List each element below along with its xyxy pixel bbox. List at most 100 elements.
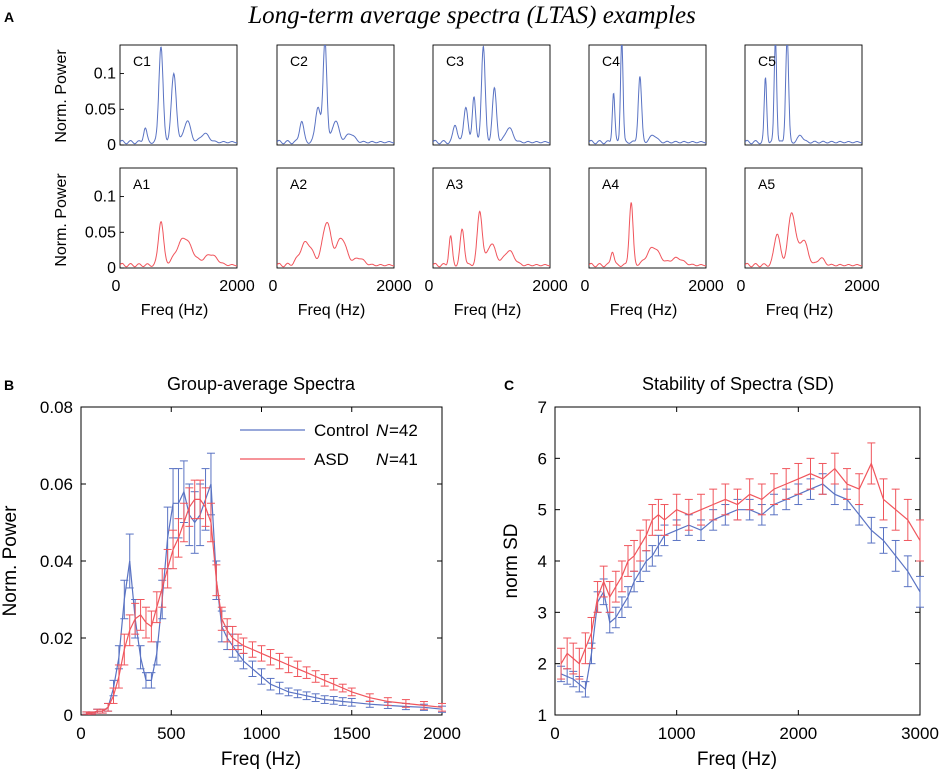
control-mini-panel-c2: C2 bbox=[276, 44, 395, 146]
mini-panel-frame bbox=[119, 167, 238, 269]
control-mini-panel-c3: C3 bbox=[432, 44, 551, 146]
mini-panel-label: A5 bbox=[758, 176, 775, 192]
mini-panel-frame bbox=[432, 167, 551, 269]
x-tick-label: 0 bbox=[112, 278, 121, 295]
panel-c-xlabel: Freq (Hz) bbox=[697, 749, 777, 770]
c-x-tick-label: 3000 bbox=[901, 724, 939, 743]
panel-b-legend: Control N =42 ASD N =41 bbox=[240, 421, 418, 469]
x-tick-label: 0 bbox=[737, 278, 746, 295]
asd-mini-panel-a4: A4 0 2000 Freq (Hz) bbox=[581, 167, 724, 319]
legend-control-n-label: N bbox=[376, 421, 389, 440]
mini-panel-label: C2 bbox=[290, 53, 308, 69]
y-tick-label: 0.05 bbox=[85, 101, 116, 118]
panel-b-group-average: Group-average Spectra 0 500 1000 1500 2000 0 0… bbox=[0, 374, 461, 770]
mini-panel-label: A2 bbox=[290, 176, 307, 192]
b-x-tick-label: 1500 bbox=[333, 724, 371, 743]
c-y-tick-label: 3 bbox=[538, 603, 547, 622]
c-series-line bbox=[560, 461, 921, 665]
b-y-tick-label: 0.02 bbox=[40, 629, 73, 648]
mini-panel-xlabel: Freq (Hz) bbox=[141, 302, 209, 319]
panel-a-top-ylabel: Norm. Power bbox=[53, 49, 70, 143]
c-x-tick-label: 1000 bbox=[658, 724, 696, 743]
c-y-tick-label: 4 bbox=[538, 552, 547, 571]
x-tick-label: 0 bbox=[581, 278, 590, 295]
panel-b-ylabel: Norm. Power bbox=[0, 505, 21, 617]
c-series-control bbox=[557, 473, 924, 698]
b-x-tick-label: 0 bbox=[76, 724, 85, 743]
y-tick-label: 0.05 bbox=[85, 224, 116, 241]
panel-a-bottom-ylabel: Norm. Power bbox=[53, 173, 70, 267]
c-y-tick-label: 1 bbox=[538, 706, 547, 725]
control-spectrum-line bbox=[589, 45, 706, 145]
asd-mini-panel-a3: A3 0 2000 Freq (Hz) bbox=[425, 167, 568, 319]
x-tick-label: 2000 bbox=[688, 278, 724, 295]
legend-asd-n-label: N bbox=[376, 450, 389, 469]
panel-letter-b: B bbox=[4, 377, 14, 393]
legend-control-label: Control bbox=[314, 421, 369, 440]
y-tick-label: 0.1 bbox=[94, 66, 116, 83]
control-spectrum-line bbox=[433, 45, 550, 145]
control-mini-panel-c1: C1 0 0.05 0.1 bbox=[85, 44, 238, 154]
asd-spectrum-line bbox=[433, 210, 550, 268]
b-series-asd bbox=[82, 479, 446, 715]
mini-panel-label: C5 bbox=[758, 53, 776, 69]
mini-panel-frame bbox=[588, 44, 707, 146]
panel-c-stability: Stability of Spectra (SD) 0 1000 2000 3000 1… bbox=[501, 374, 939, 770]
mini-panel-label: C1 bbox=[133, 53, 151, 69]
mini-panel-label: A4 bbox=[602, 176, 619, 192]
asd-spectrum-line bbox=[745, 212, 862, 268]
asd-mini-panel-a1: A1 0 0.05 0.1 0 2000 Freq (Hz) bbox=[85, 167, 255, 319]
x-tick-label: 2000 bbox=[532, 278, 568, 295]
c-x-tick-label: 0 bbox=[550, 724, 559, 743]
legend-control-n-value: =42 bbox=[389, 421, 418, 440]
control-spectrum-line bbox=[745, 45, 862, 145]
mini-panel-frame bbox=[119, 44, 238, 146]
x-tick-label: 2000 bbox=[844, 278, 880, 295]
y-tick-label: 0 bbox=[107, 260, 116, 277]
mini-panel-label: A1 bbox=[133, 176, 150, 192]
b-y-tick-label: 0.06 bbox=[40, 475, 73, 494]
mini-panel-frame bbox=[588, 167, 707, 269]
mini-panel-frame bbox=[276, 167, 395, 269]
b-series-line bbox=[86, 498, 443, 714]
x-tick-label: 0 bbox=[269, 278, 278, 295]
asd-mini-panel-a5: A5 0 2000 Freq (Hz) bbox=[737, 167, 880, 319]
b-series-control bbox=[82, 452, 446, 715]
x-tick-label: 0 bbox=[425, 278, 434, 295]
c-y-tick-label: 6 bbox=[538, 449, 547, 468]
asd-mini-panel-a2: A2 0 2000 Freq (Hz) bbox=[269, 167, 412, 319]
control-mini-panel-c4: C4 bbox=[588, 44, 707, 146]
c-y-tick-label: 2 bbox=[538, 655, 547, 674]
mini-panel-label: A3 bbox=[446, 176, 463, 192]
y-tick-label: 0.1 bbox=[94, 189, 116, 206]
mini-panel-frame bbox=[744, 44, 863, 146]
control-mini-panel-c5: C5 bbox=[744, 44, 863, 146]
b-series-line bbox=[86, 483, 443, 714]
mini-panel-xlabel: Freq (Hz) bbox=[298, 302, 366, 319]
mini-panel-frame bbox=[432, 44, 551, 146]
asd-spectrum-line bbox=[120, 220, 237, 268]
legend-asd-label: ASD bbox=[314, 450, 349, 469]
b-y-tick-label: 0 bbox=[64, 706, 73, 725]
mini-panel-frame bbox=[276, 44, 395, 146]
b-y-tick-label: 0.04 bbox=[40, 552, 73, 571]
control-spectrum-line bbox=[120, 46, 237, 145]
b-x-tick-label: 1000 bbox=[243, 724, 281, 743]
mini-panel-label: C3 bbox=[446, 53, 464, 69]
c-y-tick-label: 5 bbox=[538, 501, 547, 520]
b-x-tick-label: 2000 bbox=[423, 724, 461, 743]
asd-spectrum-line bbox=[277, 221, 394, 268]
mini-panel-xlabel: Freq (Hz) bbox=[766, 302, 834, 319]
c-series-asd bbox=[557, 442, 924, 680]
legend-asd-n-value: =41 bbox=[389, 450, 418, 469]
mini-panel-label: C4 bbox=[602, 53, 620, 69]
panel-c-plot-frame bbox=[554, 406, 921, 716]
x-tick-label: 2000 bbox=[219, 278, 255, 295]
y-tick-label: 0 bbox=[107, 137, 116, 154]
x-tick-label: 2000 bbox=[376, 278, 412, 295]
panel-b-title: Group-average Spectra bbox=[167, 374, 356, 394]
mini-panel-xlabel: Freq (Hz) bbox=[610, 302, 678, 319]
figure-title: Long-term average spectra (LTAS) example… bbox=[247, 2, 696, 29]
panel-letter-a: A bbox=[4, 9, 14, 25]
